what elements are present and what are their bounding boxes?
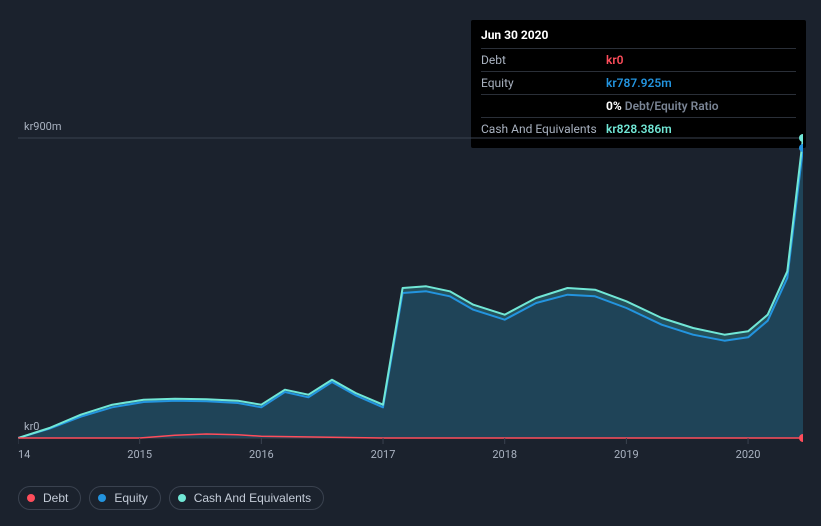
tooltip-row-equity: Equity kr787.925m: [481, 71, 796, 94]
svg-text:2020: 2020: [736, 448, 761, 461]
legend-dot-icon: [27, 494, 35, 502]
svg-text:2017: 2017: [371, 448, 396, 461]
tooltip-value: kr0: [606, 51, 796, 69]
tooltip-label: Equity: [481, 74, 606, 92]
tooltip-value: 0% Debt/Equity Ratio: [606, 97, 796, 115]
tooltip-label: Debt: [481, 51, 606, 69]
ratio-text: Debt/Equity Ratio: [622, 99, 719, 113]
legend-item-equity[interactable]: Equity: [89, 486, 160, 510]
svg-text:2016: 2016: [249, 448, 274, 461]
tooltip-label: [481, 97, 606, 115]
svg-text:2019: 2019: [614, 448, 639, 461]
legend-label: Cash And Equivalents: [194, 491, 311, 505]
legend-dot-icon: [98, 494, 106, 502]
legend-item-debt[interactable]: Debt: [18, 486, 81, 510]
balance-chart[interactable]: kr900mkr02014201520162017201820192020: [18, 118, 803, 463]
tooltip-date: Jun 30 2020: [481, 26, 796, 44]
svg-text:2015: 2015: [127, 448, 152, 461]
svg-text:kr900m: kr900m: [24, 120, 62, 133]
svg-text:2014: 2014: [18, 448, 30, 461]
svg-text:2018: 2018: [492, 448, 517, 461]
ratio-percent: 0%: [606, 99, 622, 113]
tooltip-row-debt: Debt kr0: [481, 48, 796, 71]
chart-legend: Debt Equity Cash And Equivalents: [18, 486, 324, 510]
legend-label: Equity: [114, 491, 147, 505]
tooltip-value: kr787.925m: [606, 74, 796, 92]
tooltip-row-ratio: 0% Debt/Equity Ratio: [481, 94, 796, 117]
chart-svg: kr900mkr02014201520162017201820192020: [18, 118, 803, 463]
legend-item-cash[interactable]: Cash And Equivalents: [169, 486, 324, 510]
legend-dot-icon: [178, 494, 186, 502]
legend-label: Debt: [43, 491, 68, 505]
